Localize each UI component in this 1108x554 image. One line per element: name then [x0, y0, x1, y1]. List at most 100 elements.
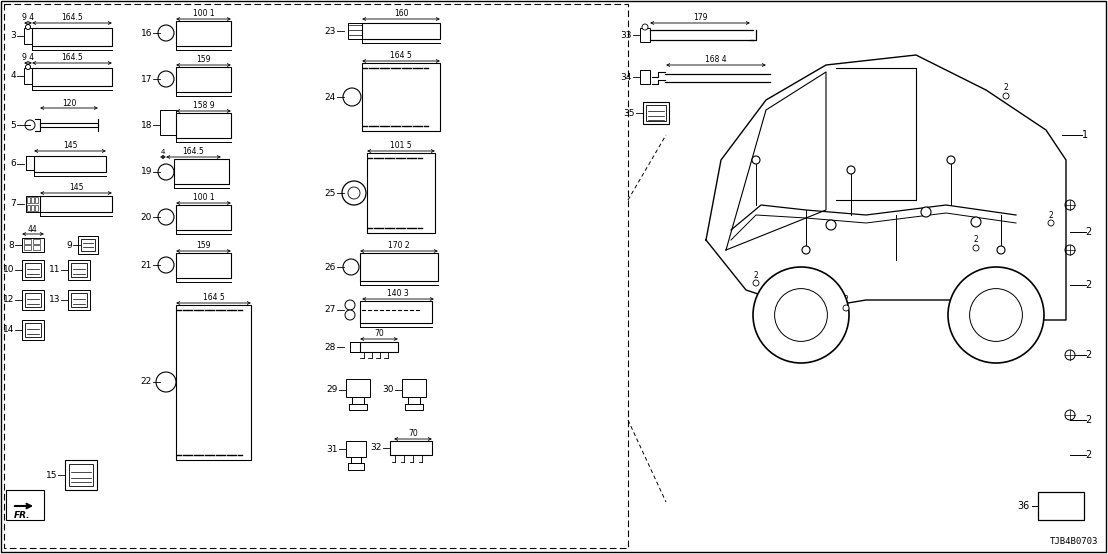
Bar [35, 197, 38, 203]
Bar [360, 301, 432, 323]
Bar [81, 239, 95, 251]
Text: 9 4: 9 4 [22, 54, 34, 63]
Bar [24, 28, 33, 44]
Bar [176, 21, 230, 46]
Text: 1: 1 [1081, 130, 1088, 140]
Circle shape [921, 207, 931, 217]
Bar [27, 205, 30, 211]
Circle shape [342, 181, 366, 205]
Text: 3: 3 [10, 32, 16, 40]
Bar [25, 323, 41, 337]
Bar [643, 102, 669, 124]
Text: 100 1: 100 1 [193, 9, 214, 18]
Text: 22: 22 [141, 377, 152, 387]
Bar [34, 156, 106, 172]
Bar [640, 70, 650, 84]
Bar [71, 293, 88, 307]
Bar [32, 68, 112, 86]
Bar [350, 342, 362, 352]
Circle shape [1003, 93, 1009, 99]
Bar [31, 205, 34, 211]
Bar [24, 68, 33, 84]
Bar [33, 245, 40, 250]
Bar [35, 205, 38, 211]
Bar [176, 113, 230, 138]
Text: 2: 2 [1004, 84, 1008, 93]
Text: 158 9: 158 9 [193, 101, 214, 110]
Bar [25, 263, 41, 277]
Circle shape [753, 267, 849, 363]
Circle shape [343, 259, 359, 275]
Bar [348, 23, 363, 39]
Text: 12: 12 [2, 295, 14, 305]
Text: 159: 159 [196, 242, 211, 250]
Text: 2: 2 [1086, 227, 1092, 237]
Circle shape [948, 267, 1044, 363]
Circle shape [997, 246, 1005, 254]
Circle shape [158, 25, 174, 41]
Text: 23: 23 [325, 27, 336, 35]
Bar [71, 263, 88, 277]
Bar [176, 253, 230, 278]
Bar [360, 253, 438, 281]
Text: 4: 4 [10, 71, 16, 80]
Text: 2: 2 [1086, 450, 1092, 460]
Text: 17: 17 [141, 74, 152, 84]
Text: 101 5: 101 5 [390, 141, 412, 151]
Text: 10: 10 [2, 265, 14, 274]
Bar [646, 105, 666, 121]
Text: 145: 145 [63, 141, 78, 151]
Text: 44: 44 [28, 224, 38, 233]
Text: 27: 27 [325, 305, 336, 315]
Bar [65, 460, 98, 490]
Bar [402, 379, 425, 397]
Circle shape [25, 24, 31, 29]
Bar [346, 379, 370, 397]
Bar [362, 63, 440, 131]
Bar [25, 156, 35, 170]
Text: 32: 32 [370, 444, 382, 453]
Text: 29: 29 [327, 386, 338, 394]
Bar [27, 197, 30, 203]
Text: 25: 25 [325, 188, 336, 197]
Text: 145: 145 [69, 183, 83, 192]
Circle shape [345, 300, 355, 310]
Bar [367, 153, 435, 233]
Circle shape [158, 257, 174, 273]
Text: 18: 18 [141, 121, 152, 130]
Polygon shape [706, 55, 1066, 320]
Circle shape [343, 88, 361, 106]
Text: 100 1: 100 1 [193, 193, 214, 203]
Circle shape [971, 217, 981, 227]
Text: 8: 8 [8, 240, 14, 249]
Circle shape [25, 64, 31, 69]
Bar [25, 196, 41, 212]
Bar [24, 245, 31, 250]
Bar [176, 67, 230, 92]
Text: 19: 19 [141, 167, 152, 177]
Bar [176, 305, 252, 460]
Text: 164.5: 164.5 [61, 13, 83, 23]
Text: 35: 35 [624, 109, 635, 117]
Bar [40, 196, 112, 212]
Text: 70: 70 [375, 330, 383, 338]
Text: FR.: FR. [13, 511, 30, 521]
Text: 70: 70 [408, 429, 418, 439]
Bar [1038, 492, 1084, 520]
Circle shape [752, 156, 760, 164]
Circle shape [825, 220, 837, 230]
Circle shape [1048, 220, 1054, 226]
Text: 9: 9 [66, 240, 72, 249]
Text: 30: 30 [382, 386, 394, 394]
Text: 21: 21 [141, 260, 152, 269]
Text: 170 2: 170 2 [388, 242, 410, 250]
Circle shape [25, 120, 35, 130]
Text: 2: 2 [753, 270, 758, 280]
Circle shape [345, 310, 355, 320]
Text: 6: 6 [10, 160, 16, 168]
Text: 160: 160 [393, 9, 408, 18]
Bar [31, 197, 34, 203]
Text: 2: 2 [1086, 350, 1092, 360]
Text: 13: 13 [49, 295, 60, 305]
Text: 15: 15 [45, 470, 57, 480]
